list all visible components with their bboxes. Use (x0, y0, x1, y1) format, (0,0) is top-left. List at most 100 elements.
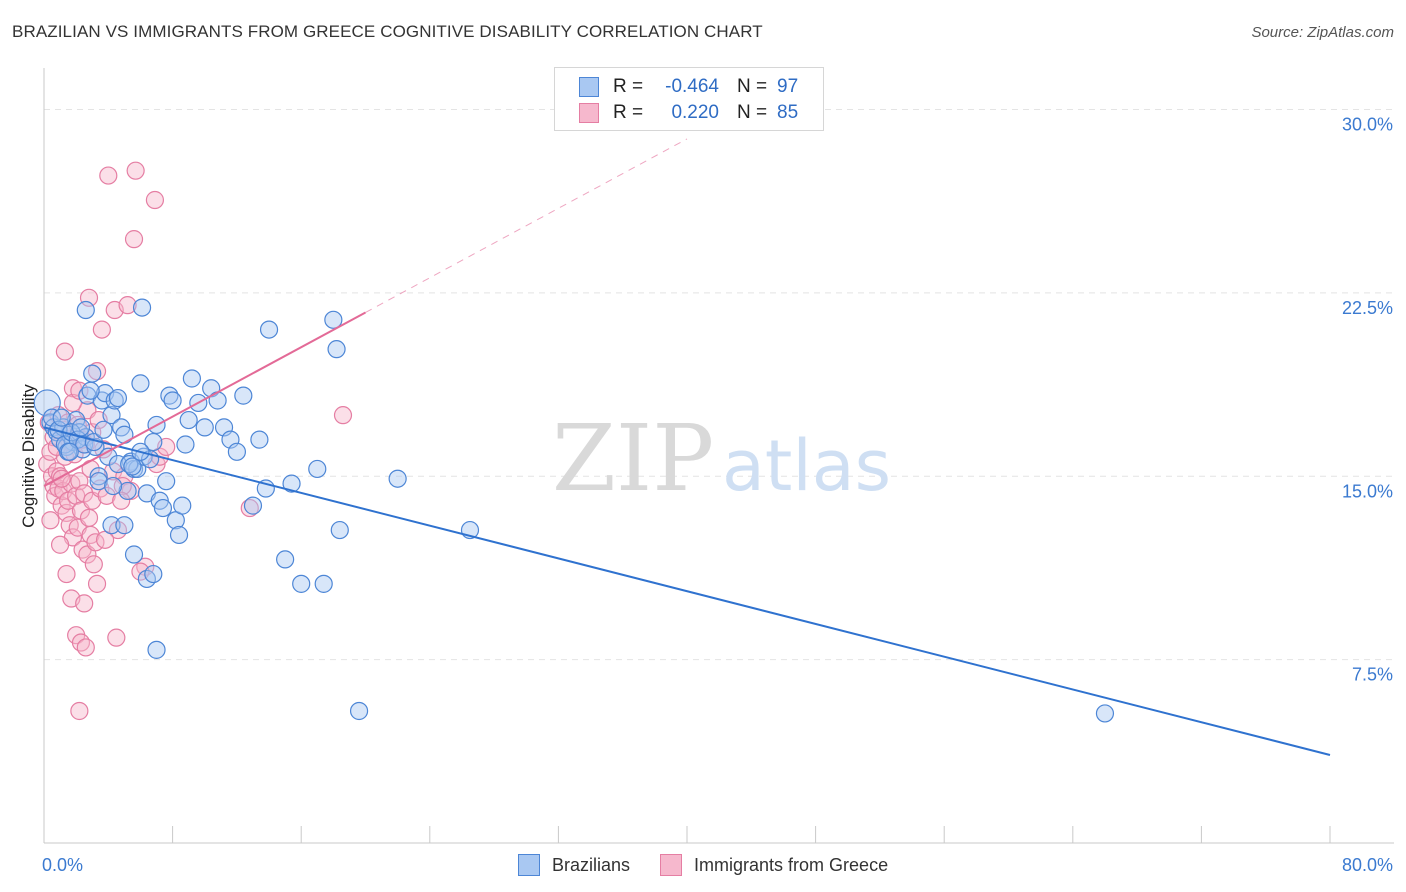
greece-point (41, 511, 60, 530)
greece-trend-extension (365, 138, 688, 313)
brazilian-point (71, 418, 91, 437)
brazilian-point (179, 410, 198, 430)
legend-label-brazilians: Brazilians (552, 854, 631, 875)
legend-n-value: 97 (777, 76, 799, 97)
brazilian-point (153, 498, 173, 518)
legend-row-brazilians: R = -0.464 N = 97 (579, 75, 798, 99)
watermark-zip: ZIP (552, 405, 714, 512)
greece-point (92, 320, 111, 339)
brazilian-point (81, 381, 100, 400)
greece-point (75, 594, 94, 613)
brazilian-point (250, 430, 269, 449)
legend-swatch-greece (660, 854, 683, 876)
legend-r-label: R = (613, 76, 644, 97)
greece-point (107, 628, 126, 647)
greece-point (112, 491, 131, 510)
trend-lines (43, 138, 1331, 756)
legend-item-greece: Immigrants from Greece (660, 854, 888, 876)
brazilian-point (282, 474, 301, 493)
y-tick-label: 22.5% (1342, 298, 1393, 318)
greece-point (97, 486, 116, 505)
brazilian-point (60, 442, 79, 461)
greece-point (124, 230, 144, 249)
brazilian-point (115, 516, 134, 535)
brazilian-point (234, 386, 253, 405)
greece-point (87, 362, 107, 381)
brazilian-point (102, 406, 121, 425)
legend-r-value: 0.220 (671, 102, 719, 123)
legend-n-label: N = (737, 76, 768, 97)
legend-n-label: N = (737, 102, 768, 123)
series-brazilians-points (33, 298, 1115, 723)
brazilian-point (227, 442, 246, 461)
y-tick-label: 30.0% (1342, 115, 1393, 135)
brazilian-point (131, 374, 150, 393)
brazilian-point (243, 496, 263, 515)
greece-point (126, 161, 145, 180)
brazilian-point (94, 420, 113, 439)
legend-n-value: 85 (777, 102, 799, 123)
greece-point (87, 574, 107, 593)
greece-point (76, 638, 95, 657)
greece-point (145, 190, 165, 210)
brazilian-point (89, 467, 108, 486)
brazilian-point (160, 386, 179, 405)
legend-swatch-pink (579, 103, 599, 123)
brazilian-point (108, 388, 128, 408)
brazilian-point (259, 320, 279, 339)
brazilian-point (102, 516, 121, 535)
legend-item-brazilians: Brazilians (518, 854, 630, 876)
legend-row-greece: R = 0.220 N = 85 (579, 101, 798, 125)
gridlines (44, 109, 1394, 661)
brazilian-point (144, 432, 163, 452)
chart-title: BRAZILIAN VS IMMIGRANTS FROM GREECE COGN… (12, 22, 763, 41)
legend-label-greece: Immigrants from Greece (694, 854, 889, 875)
legend-swatch-blue (579, 77, 599, 97)
legend-swatch-brazilians (518, 854, 540, 876)
brazilian-point (104, 476, 123, 496)
brazilian-point (195, 418, 214, 437)
brazilians-trend-line (43, 426, 1331, 756)
y-tick-label: 15.0% (1342, 481, 1393, 501)
brazilian-point (124, 545, 144, 564)
greece-point (99, 166, 118, 185)
brazilian-point (115, 425, 134, 444)
legend-r-value: -0.464 (665, 76, 719, 97)
greece-point (240, 498, 259, 518)
brazilian-point (388, 469, 407, 488)
greece-point (50, 535, 70, 554)
brazilian-point (169, 525, 189, 545)
greece-point (333, 406, 353, 425)
greece-point (118, 296, 137, 315)
series-legend: Brazilians Immigrants from Greece (518, 852, 918, 878)
brazilian-point (1095, 704, 1115, 723)
brazilian-point (308, 459, 327, 479)
brazilian-point (182, 369, 201, 388)
brazilian-point (276, 550, 295, 569)
brazilian-point (105, 391, 124, 410)
axes (43, 68, 1394, 844)
y-tick-label: 7.5% (1352, 665, 1393, 685)
source-label: Source: ZipAtlas.com (1251, 24, 1394, 41)
brazilian-point (292, 574, 311, 593)
tick-labels: 7.5% 15.0% 22.5% 30.0% 0.0% 80.0% (42, 115, 1393, 875)
watermark: ZIP atlas (552, 405, 891, 512)
brazilian-point (327, 340, 346, 359)
watermark-atlas: atlas (722, 425, 891, 507)
brazilian-point (147, 640, 166, 659)
greece-point (70, 701, 89, 721)
brazilian-point (123, 457, 142, 476)
brazilian-point (120, 454, 139, 474)
stats-legend: R = -0.464 N = 97 R = 0.220 N = 85 (554, 67, 824, 131)
brazilian-point (89, 472, 108, 491)
brazilian-point (78, 386, 97, 405)
y-axis-label: Cognitive Disability (19, 384, 38, 528)
brazilian-point (173, 496, 192, 515)
brazilian-point (330, 520, 349, 540)
brazilian-point (176, 435, 195, 454)
brazilian-point (157, 472, 176, 491)
greece-point (57, 564, 76, 584)
greece-trend-line (43, 311, 366, 487)
brazilian-point (52, 408, 71, 427)
